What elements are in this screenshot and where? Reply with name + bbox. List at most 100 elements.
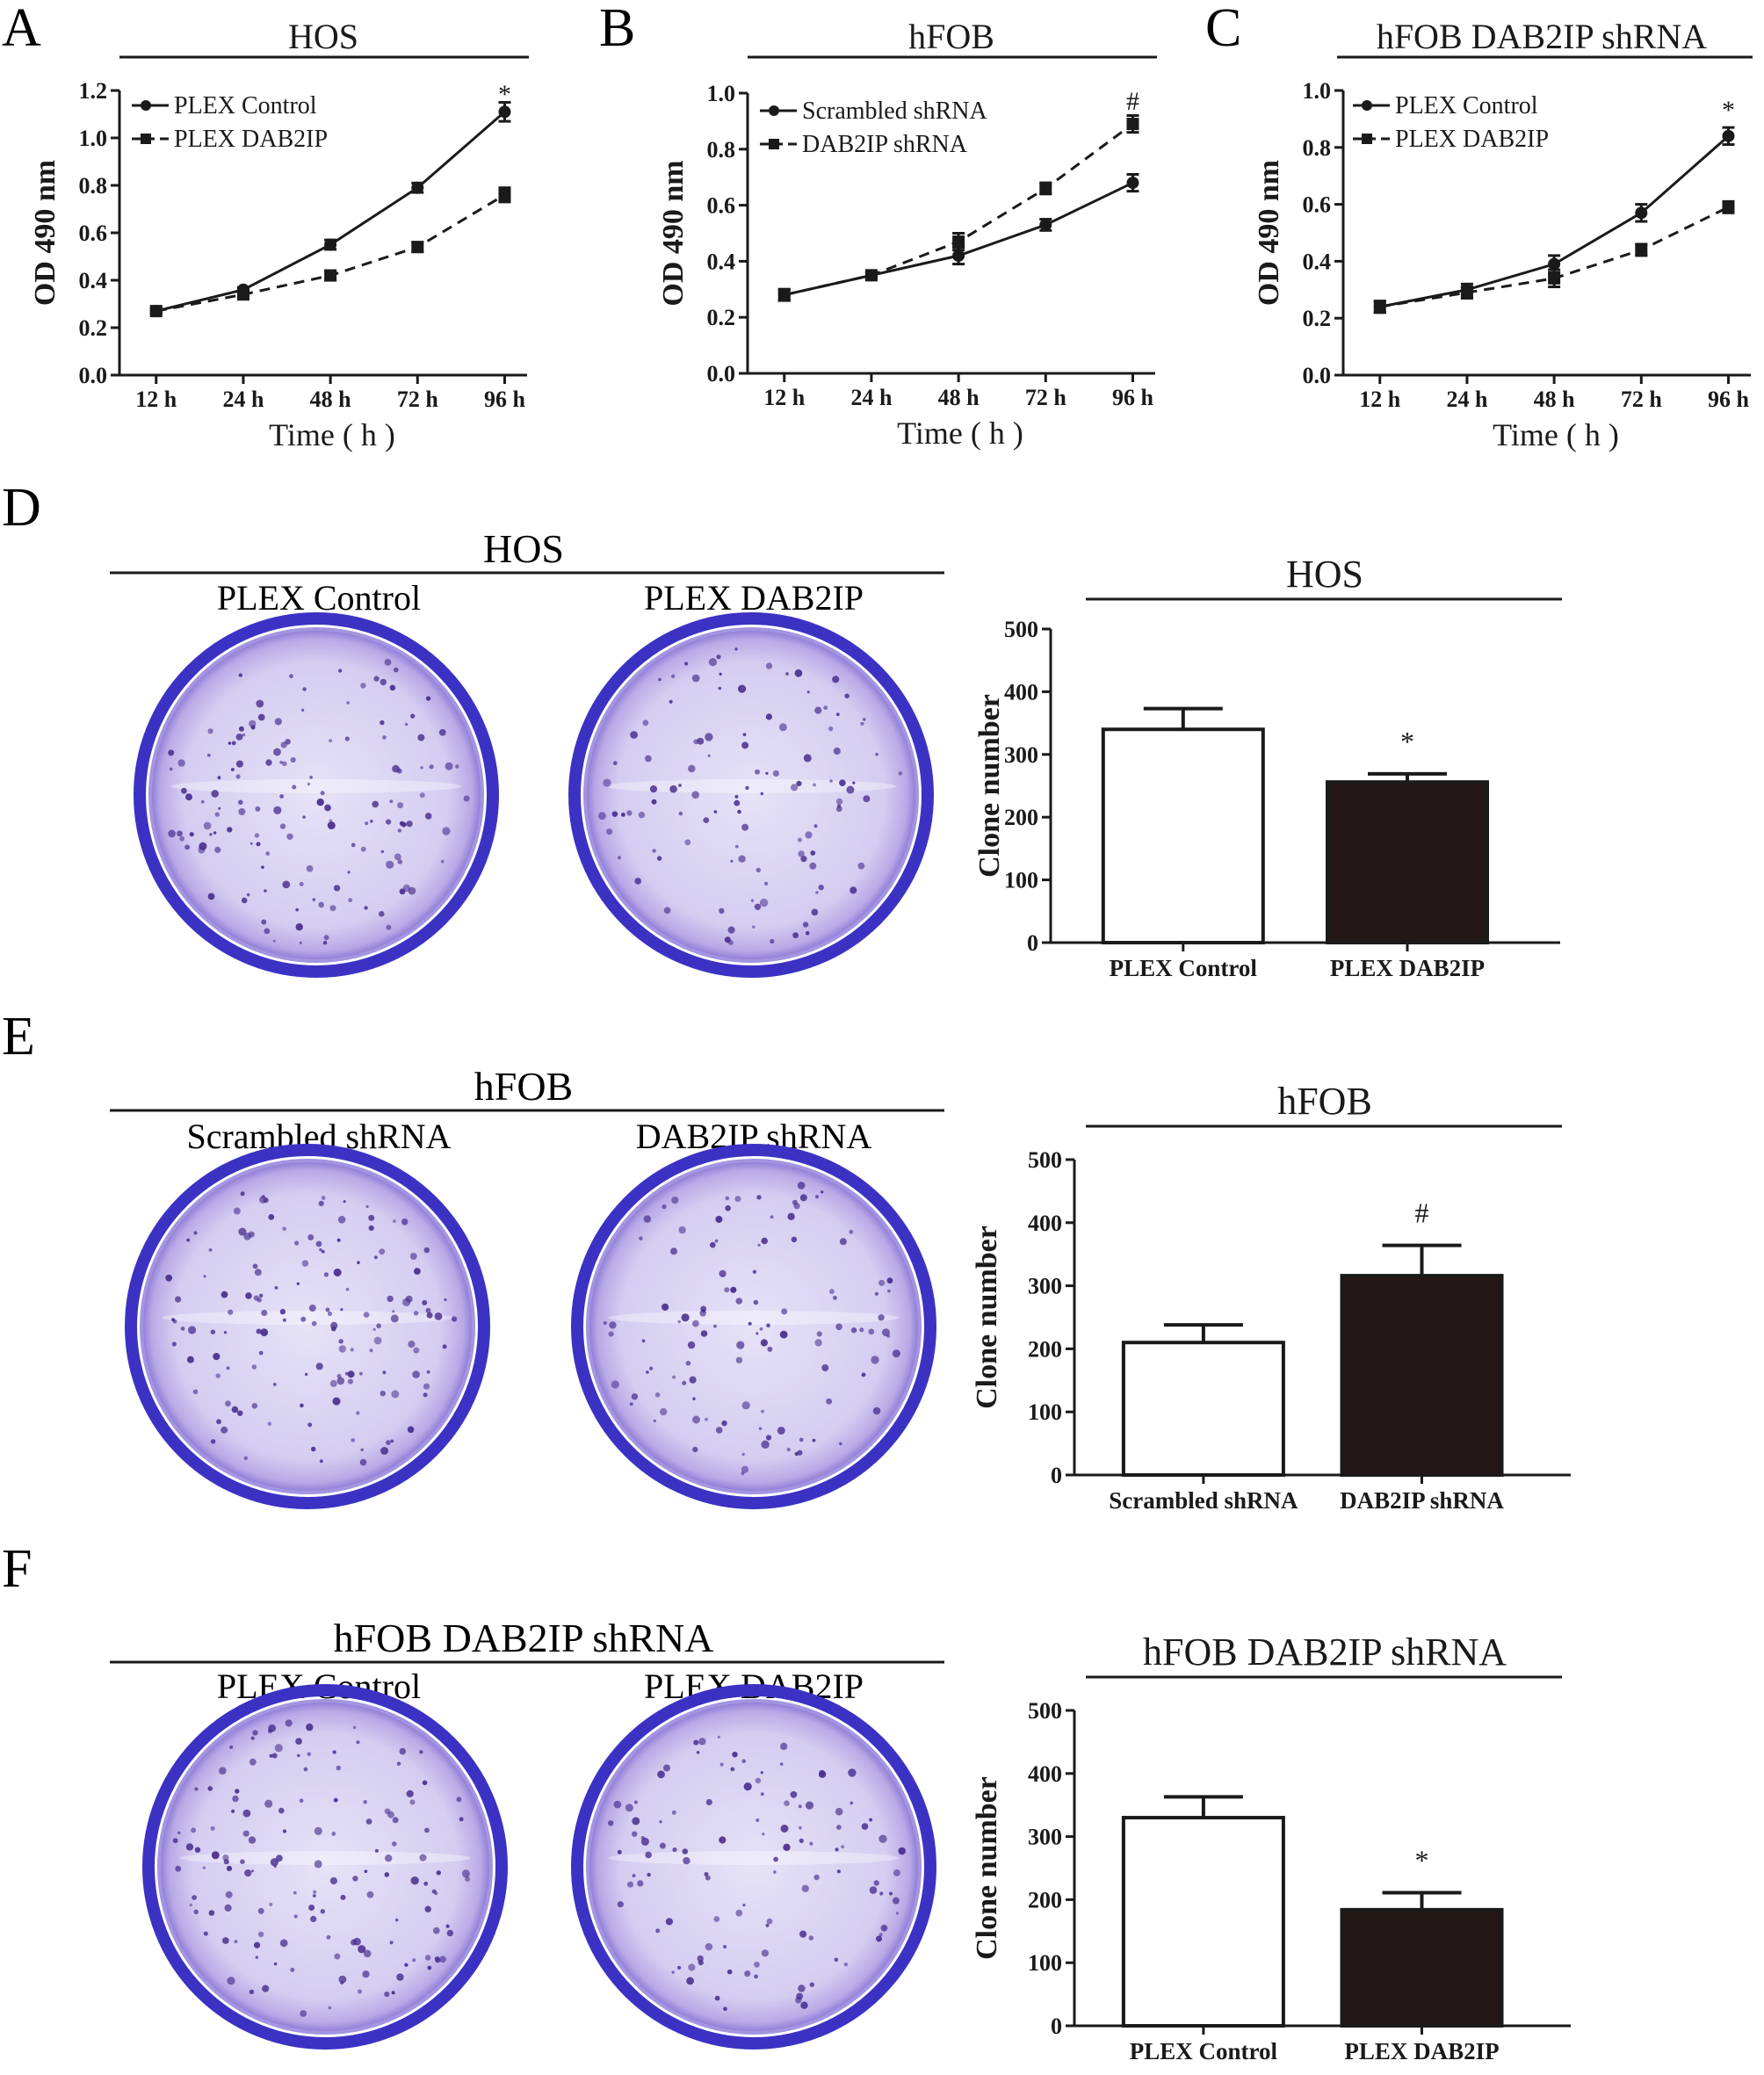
colony-dot bbox=[249, 1758, 257, 1766]
colony-dot bbox=[446, 1929, 454, 1937]
colony-dot bbox=[389, 1941, 394, 1945]
colony-dot bbox=[677, 1319, 681, 1324]
colony-dot bbox=[422, 1299, 428, 1305]
dish-group-f: hFOB DAB2IP shRNA PLEX Control PLEX DAB2… bbox=[110, 1616, 944, 2050]
colony-dot bbox=[356, 1411, 360, 1415]
colony-dot bbox=[895, 1912, 899, 1915]
colony-dot bbox=[658, 677, 662, 682]
colony-dot bbox=[293, 1914, 298, 1919]
colony-dot bbox=[282, 880, 291, 889]
colony-dot bbox=[192, 1389, 199, 1395]
colony-dot bbox=[439, 1956, 446, 1963]
colony-dot bbox=[645, 755, 652, 763]
colony-dot bbox=[385, 1854, 393, 1862]
colony-dot bbox=[329, 1379, 337, 1387]
colony-dot bbox=[792, 1199, 798, 1205]
data-point bbox=[952, 235, 965, 249]
y-tick-label: 0.6 bbox=[79, 221, 108, 246]
colony-dot bbox=[282, 761, 287, 767]
colony-dot bbox=[300, 2010, 307, 2017]
colony-dot bbox=[671, 1197, 679, 1204]
colony-dot bbox=[741, 823, 749, 831]
y-tick-label: 100 bbox=[1028, 1950, 1062, 1976]
colony-dot bbox=[351, 1438, 356, 1442]
colony-dot bbox=[265, 759, 272, 766]
colony-dot bbox=[857, 862, 865, 870]
petri-dish-well bbox=[586, 1699, 922, 2035]
colony-dot bbox=[374, 1848, 379, 1853]
significance-marker: * bbox=[1415, 1845, 1429, 1876]
y-tick-label: 1.0 bbox=[707, 81, 736, 106]
colony-dot bbox=[409, 1253, 417, 1260]
colony-dot bbox=[248, 1836, 257, 1844]
colony-dot bbox=[268, 1214, 275, 1220]
colony-dot bbox=[337, 1216, 346, 1224]
colony-dot bbox=[346, 701, 350, 705]
colony-dot bbox=[243, 1456, 248, 1460]
colony-dot bbox=[344, 736, 350, 741]
colony-dot bbox=[618, 856, 621, 860]
colony-dot bbox=[333, 1269, 342, 1276]
colony-dot bbox=[879, 1891, 884, 1896]
colony-dot bbox=[336, 1377, 345, 1385]
colony-dot bbox=[333, 885, 341, 892]
colony-dot bbox=[380, 719, 385, 726]
colony-dot bbox=[347, 1370, 355, 1378]
colony-dot bbox=[395, 1918, 399, 1922]
colony-dot bbox=[874, 1291, 879, 1296]
colony-dot bbox=[672, 1375, 676, 1379]
colony-dot bbox=[240, 1191, 245, 1197]
colony-dot bbox=[662, 1204, 667, 1210]
colony-dot bbox=[365, 821, 369, 826]
colony-dot bbox=[841, 1845, 844, 1849]
colony-dot bbox=[408, 1341, 416, 1348]
legend-marker bbox=[769, 139, 779, 149]
colony-dot bbox=[321, 1196, 326, 1200]
colony-dot bbox=[873, 1880, 879, 1886]
colony-dot bbox=[308, 1305, 316, 1312]
colony-dot bbox=[267, 1421, 271, 1426]
colony-dot bbox=[386, 819, 392, 825]
colony-dot bbox=[254, 1269, 262, 1276]
y-tick-label: 1.0 bbox=[79, 126, 108, 151]
colony-dot bbox=[640, 1836, 646, 1840]
colony-dot bbox=[175, 1296, 182, 1303]
petri-dishes bbox=[134, 612, 934, 978]
colony-dot bbox=[279, 794, 284, 799]
colony-dot bbox=[258, 1350, 264, 1356]
colony-dot bbox=[274, 1286, 278, 1290]
chart-title: hFOB DAB2IP shRNA bbox=[1377, 17, 1707, 56]
colony-dot bbox=[310, 1915, 317, 1922]
colony-dot bbox=[410, 713, 416, 719]
colony-dot bbox=[380, 850, 385, 854]
colony-dot bbox=[233, 1207, 241, 1215]
colony-dot bbox=[328, 2006, 332, 2010]
colony-dot bbox=[434, 1956, 440, 1962]
colony-dot bbox=[255, 1956, 258, 1959]
colony-dot bbox=[456, 1797, 462, 1803]
colony-dot bbox=[829, 1289, 835, 1294]
y-tick-label: 100 bbox=[1004, 868, 1038, 893]
colony-dot bbox=[379, 911, 385, 917]
colony-dot bbox=[351, 842, 356, 848]
colony-dot bbox=[893, 1869, 900, 1876]
colony-dot bbox=[423, 1881, 429, 1886]
colony-dot bbox=[424, 1905, 431, 1912]
colony-dot bbox=[670, 1247, 677, 1255]
colony-dot bbox=[238, 673, 242, 677]
y-tick-label: 0.8 bbox=[79, 173, 108, 199]
colony-dot bbox=[194, 1787, 199, 1791]
colony-dot bbox=[309, 776, 313, 779]
colony-dot bbox=[399, 821, 404, 826]
colony-dot bbox=[461, 1869, 470, 1878]
colony-dot bbox=[384, 1992, 390, 1998]
colony-dot bbox=[878, 1314, 885, 1321]
colony-dot bbox=[424, 1955, 431, 1961]
colony-dot bbox=[179, 835, 185, 842]
colony-dot bbox=[809, 1841, 813, 1846]
colony-dot bbox=[727, 926, 735, 934]
colony-dot bbox=[730, 859, 734, 863]
colony-dot bbox=[203, 1275, 206, 1278]
colony-dot bbox=[256, 842, 261, 847]
colony-dot bbox=[185, 1843, 194, 1851]
